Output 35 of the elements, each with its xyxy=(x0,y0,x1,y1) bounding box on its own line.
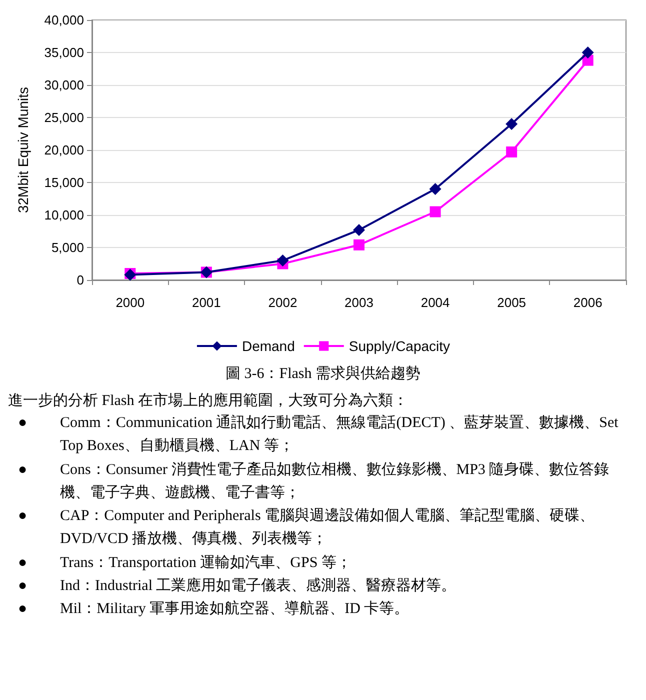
text: ● Comm：Communication 通訊如行動電話、無線電話(DECT) 、藍芽裝置、數據機、Set Top Boxes、自動櫃員機、LAN 等； xyxy=(18,415,618,454)
point xyxy=(353,224,365,236)
y-tick-label: 5,000 xyxy=(51,240,84,255)
y-tick-label: 10,000 xyxy=(44,208,84,222)
y-tick-label: 35,000 xyxy=(44,45,84,60)
y-tick-label: 0 xyxy=(76,272,84,288)
x-tick-label: 2002 xyxy=(268,295,298,310)
legend-label: Demand xyxy=(242,338,295,354)
text: ● Ind：Industrial 工業應用如電子儀表、感測器、醫療器材等。 xyxy=(18,578,456,594)
text: 圖 3-6：Flash 需求與供給趨勢 xyxy=(224,364,422,383)
y-tick-label: 30,000 xyxy=(44,78,84,92)
y-tick-label: 15,000 xyxy=(44,175,84,190)
point xyxy=(506,118,518,130)
point xyxy=(582,46,594,58)
legend-label: Supply/Capacity xyxy=(348,338,450,354)
text: 進一步的分析 Flash 在市場上的應用範圍，大致可分為六類： xyxy=(8,391,410,410)
point xyxy=(429,183,442,195)
x-tick-label: 2006 xyxy=(573,295,602,310)
x-tick-label: 2003 xyxy=(344,295,374,310)
x-tick-label: 2005 xyxy=(497,295,526,310)
y-tick-label: 40,000 xyxy=(44,12,84,28)
text: ● CAP：Computer and Peripherals 電腦與週邊設備如個人電腦、筆記型電腦、硬碟、DVD/VCD 播放機、傳真機、列表機等； xyxy=(18,508,595,548)
text: ● Mil：Military 軍事用途如航空器、導航器、ID 卡等。 xyxy=(18,601,410,617)
point xyxy=(276,254,289,266)
y-tick-label: 25,000 xyxy=(44,110,84,125)
y-tick-label: 20,000 xyxy=(44,142,84,158)
text: ● Cons：Consumer 消費性電子產品如數位相機、數位錄影機、MP3 隨身碟、數位答錄機、電子字典、遊戲機、電子書等； xyxy=(18,462,610,501)
point xyxy=(506,146,518,158)
x-tick-label: 2000 xyxy=(116,295,145,310)
text: ● Trans：Transportation 運輸如汽車、GPS 等； xyxy=(18,554,352,570)
point xyxy=(354,239,364,250)
point xyxy=(430,206,441,218)
y-axis-title: 32Mbit Equiv Munits xyxy=(15,86,31,214)
x-tick-label: 2001 xyxy=(192,295,221,310)
x-tick-label: 2004 xyxy=(420,295,450,310)
